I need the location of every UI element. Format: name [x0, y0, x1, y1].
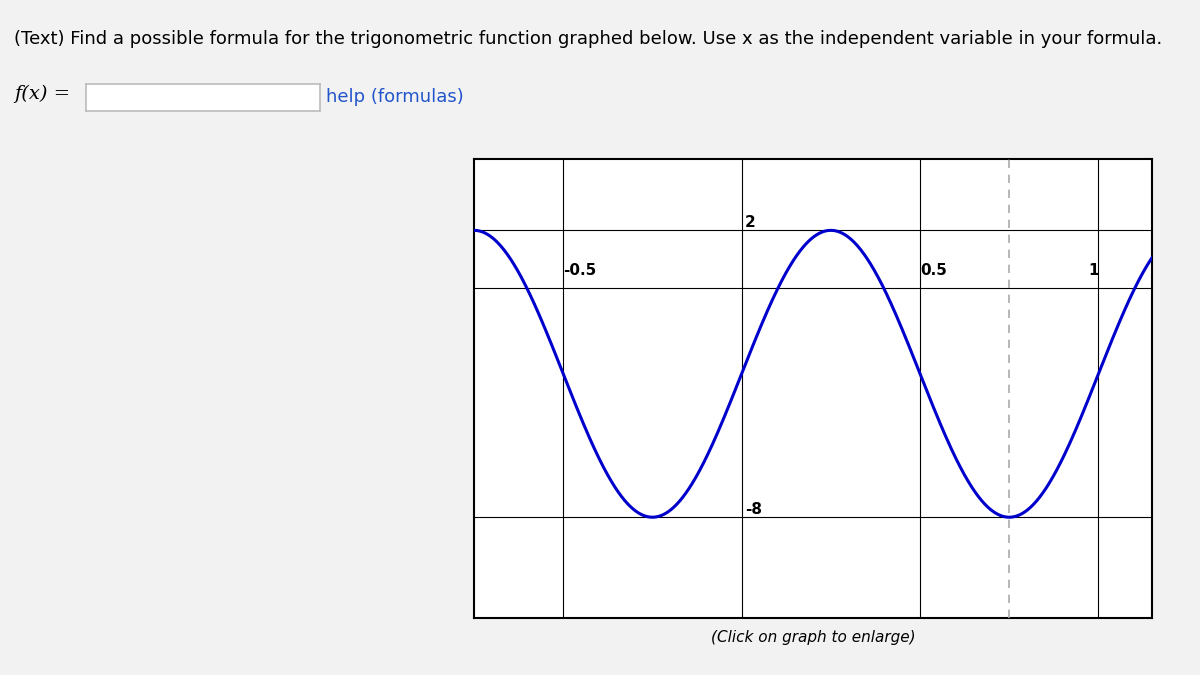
Text: (Click on graph to enlarge): (Click on graph to enlarge): [712, 630, 916, 645]
Text: -0.5: -0.5: [563, 263, 596, 277]
Text: f(x) =: f(x) =: [14, 84, 71, 103]
Text: (Text) Find a possible formula for the trigonometric function graphed below. Use: (Text) Find a possible formula for the t…: [14, 30, 1163, 49]
Text: -8: -8: [745, 502, 762, 517]
Text: help (formulas): help (formulas): [326, 88, 464, 105]
Text: 1: 1: [1088, 263, 1098, 277]
Text: 0.5: 0.5: [920, 263, 947, 277]
Text: 2: 2: [745, 215, 756, 230]
